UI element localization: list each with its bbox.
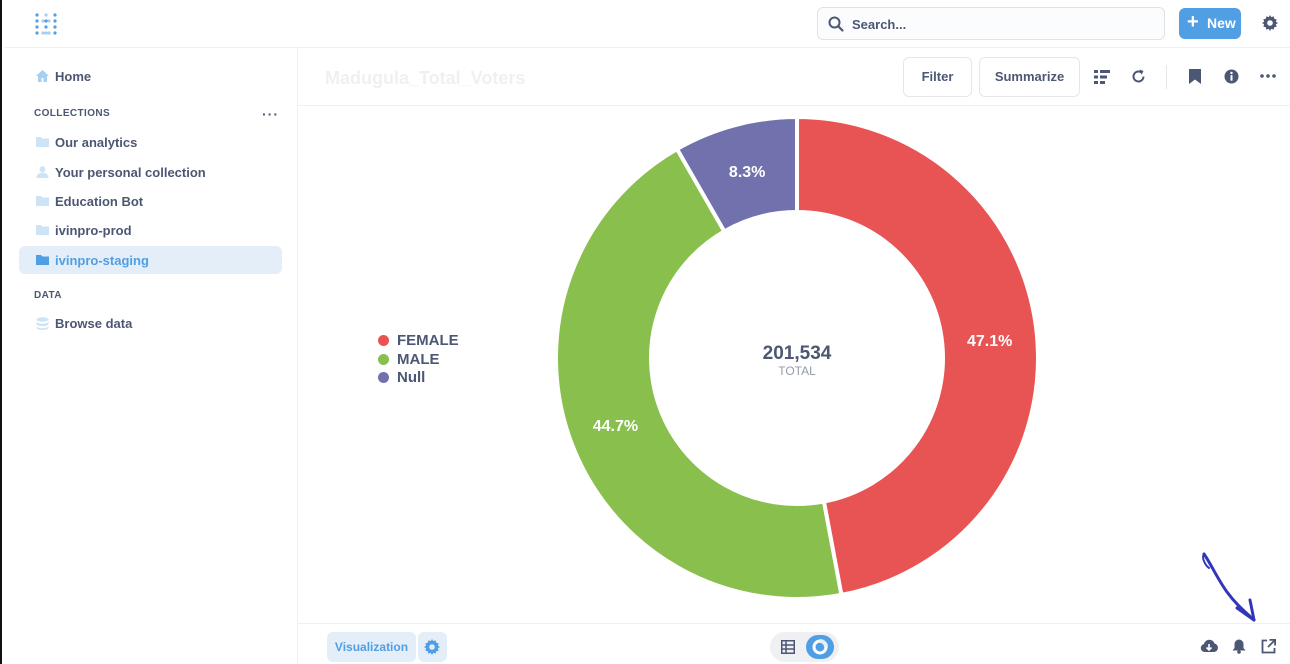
legend-label: MALE	[397, 350, 440, 368]
summarize-button[interactable]: Summarize	[979, 57, 1080, 97]
new-button-label: New	[1207, 15, 1236, 31]
sidebar-item-label: Browse data	[55, 316, 133, 331]
person-icon	[36, 166, 49, 178]
viz-settings-button[interactable]	[418, 632, 447, 662]
sidebar-item-ivinpro-prod[interactable]: ivinpro-prod	[19, 216, 282, 244]
sidebar-item-browse-data[interactable]: Browse data	[19, 309, 282, 337]
data-heading: DATA	[34, 290, 62, 301]
legend-label: Null	[397, 369, 426, 386]
info-icon[interactable]	[1224, 69, 1239, 84]
bookmark-icon[interactable]	[1189, 69, 1201, 84]
table-icon[interactable]	[781, 640, 795, 654]
database-icon	[36, 317, 49, 330]
sidebar-item-label: Home	[55, 69, 92, 84]
search-placeholder: Search...	[852, 17, 907, 32]
bell-alert-icon[interactable]	[1232, 639, 1246, 654]
sidebar-item-our-analytics[interactable]: Our analytics	[19, 128, 282, 156]
question-title[interactable]: Madugula_Total_Voters	[325, 68, 526, 88]
slice-label: 8.3%	[729, 164, 765, 181]
folder-icon	[36, 137, 49, 147]
slice-label: 47.1%	[967, 333, 1012, 350]
annotation-arrow-icon	[1202, 552, 1256, 622]
header-divider	[1166, 65, 1167, 89]
chart-view-button[interactable]	[806, 635, 834, 659]
sidebar-item-label: ivinpro-prod	[55, 223, 132, 238]
view-toggle[interactable]	[770, 632, 839, 662]
question-footer: Visualization	[298, 623, 1290, 664]
pie-slice-null[interactable]	[674, 114, 799, 235]
sidebar-item-home[interactable]: Home	[19, 62, 282, 90]
search-bar[interactable]: Search...	[817, 7, 1165, 40]
plus-icon: +	[1187, 11, 1199, 33]
sidebar: Home COLLECTIONS ··· Our analytics Your …	[4, 48, 298, 664]
sidebar-item-label: Your personal collection	[55, 165, 206, 180]
new-button[interactable]: + New	[1179, 8, 1241, 39]
legend-dot	[378, 353, 389, 365]
gear-icon	[424, 639, 440, 655]
share-external-icon[interactable]	[1261, 639, 1276, 654]
pie-slice-female[interactable]	[795, 114, 1040, 598]
metabase-logo-icon[interactable]	[34, 12, 58, 36]
collections-more-icon[interactable]: ···	[262, 106, 279, 122]
legend-dot	[378, 335, 389, 346]
sidebar-item-label: Our analytics	[55, 135, 138, 150]
visualization-button[interactable]: Visualization	[327, 632, 416, 662]
sidebar-item-label: ivinpro-staging	[55, 253, 149, 268]
download-icon[interactable]	[1200, 639, 1218, 653]
legend-dot	[378, 372, 389, 383]
settings-gear-icon[interactable]	[1262, 15, 1278, 31]
pie-slice-male[interactable]	[554, 146, 844, 601]
folder-icon	[36, 196, 49, 206]
folder-icon	[36, 255, 49, 265]
top-navbar: Search... + New	[4, 0, 1290, 48]
notebook-editor-icon[interactable]	[1094, 70, 1110, 84]
search-icon	[828, 16, 844, 32]
folder-icon	[36, 225, 49, 235]
refresh-icon[interactable]	[1131, 69, 1146, 84]
sidebar-item-education-bot[interactable]: Education Bot	[19, 187, 282, 215]
chart-area: 47.1% 44.7% 8.3% 201,534 TOTAL	[298, 106, 1290, 624]
collections-heading: COLLECTIONS	[34, 108, 111, 119]
slice-label: 44.7%	[593, 418, 638, 435]
home-icon	[36, 70, 49, 82]
total-label: TOTAL	[778, 364, 816, 378]
more-options-icon[interactable]	[1260, 74, 1276, 78]
total-value: 201,534	[763, 343, 832, 364]
pie-chart-icon	[812, 639, 828, 655]
legend-label: FEMALE	[397, 332, 459, 349]
donut-chart: 47.1% 44.7% 8.3% 201,534 TOTAL	[554, 114, 1040, 601]
header-divider-line	[298, 105, 1290, 106]
sidebar-item-ivinpro-staging[interactable]: ivinpro-staging	[19, 246, 282, 274]
sidebar-item-label: Education Bot	[55, 194, 144, 209]
sidebar-item-personal-collection[interactable]: Your personal collection	[19, 158, 282, 186]
filter-button[interactable]: Filter	[903, 57, 972, 97]
